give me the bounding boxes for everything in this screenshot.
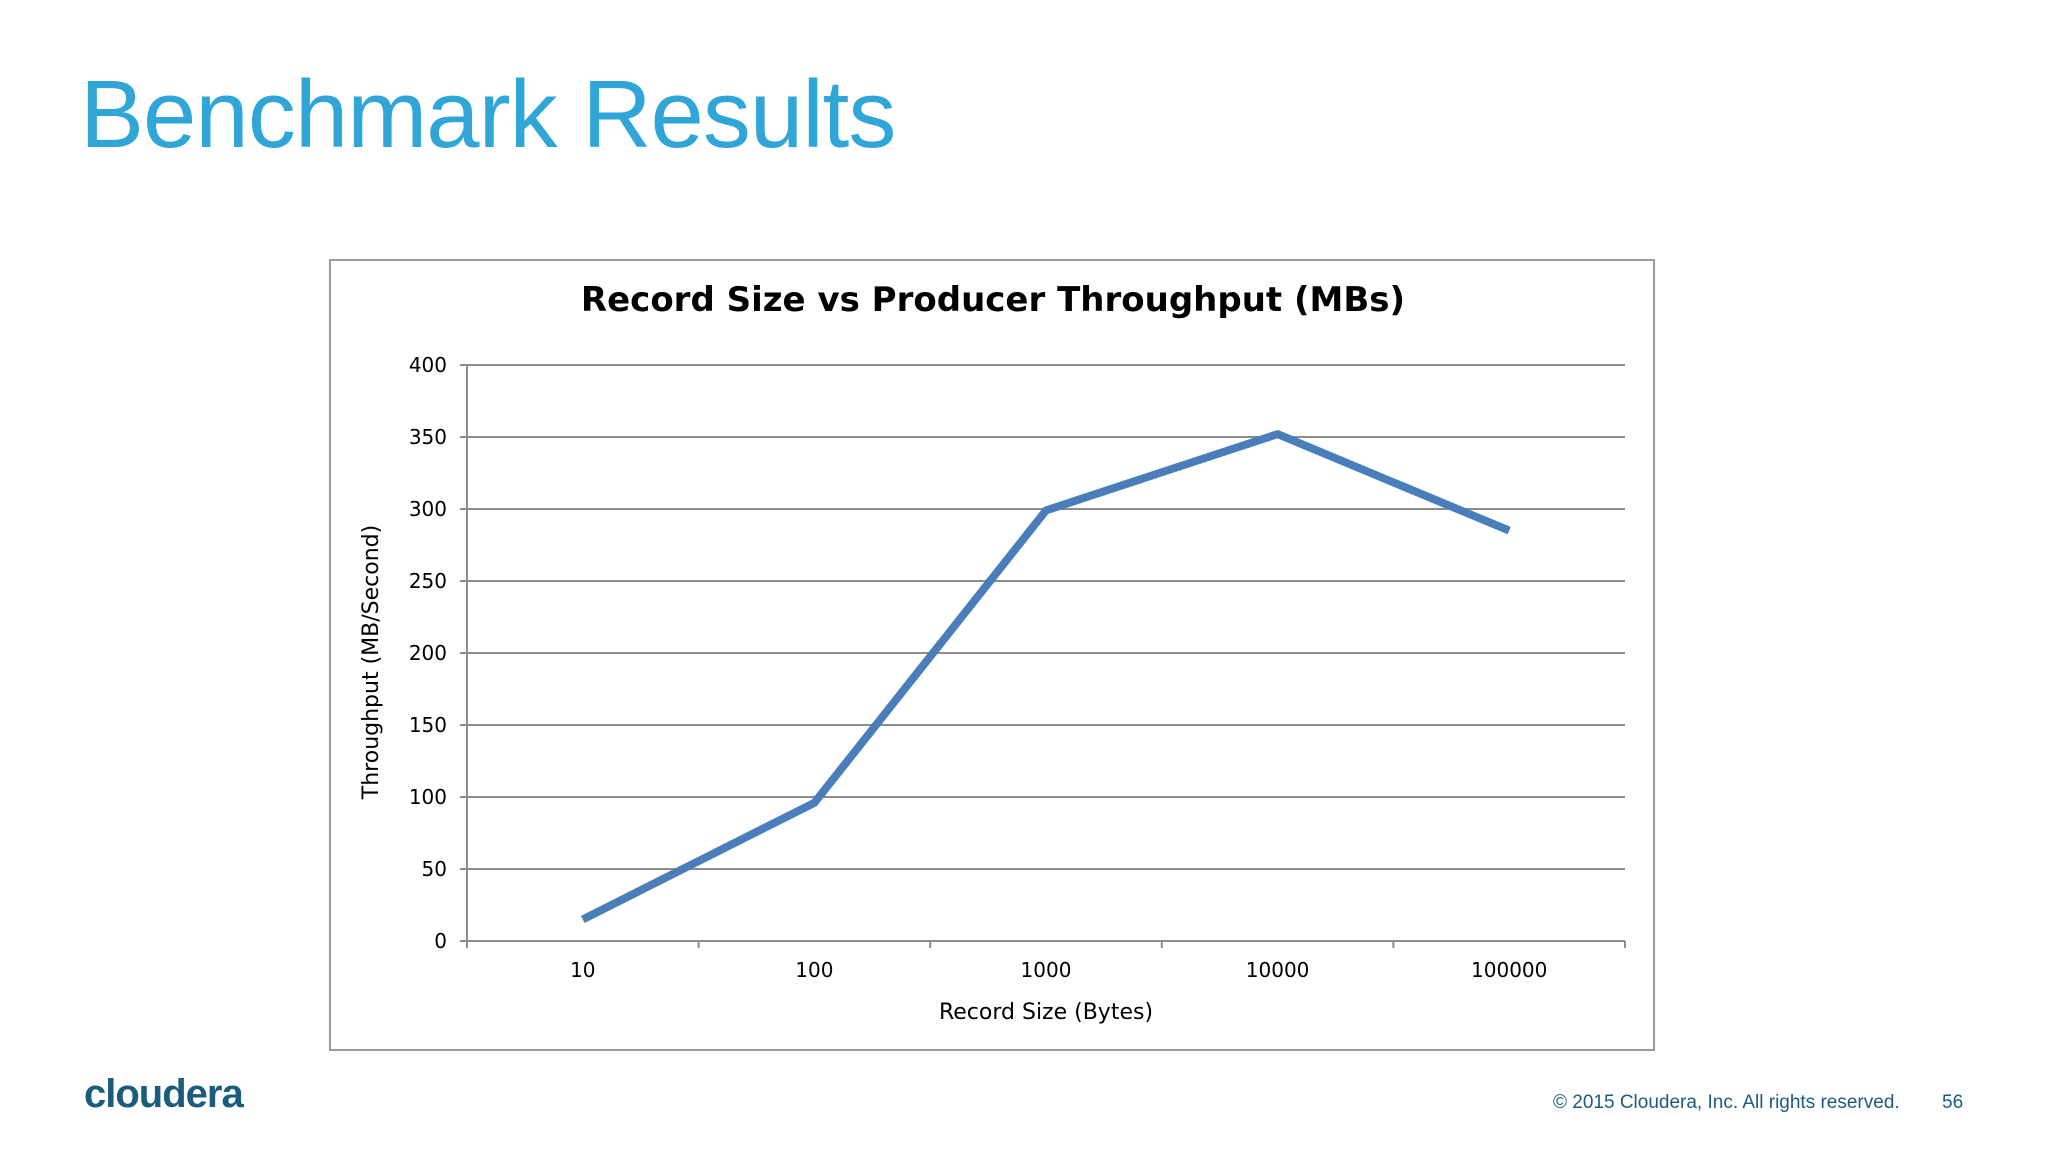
chart-title: Record Size vs Producer Throughput (MBs) <box>581 280 1405 320</box>
copyright-text: © 2015 Cloudera, Inc. All rights reserve… <box>1553 1092 1900 1113</box>
x-tick-label: 1000 <box>1021 958 1072 982</box>
axes <box>460 364 1626 948</box>
slide-title: Benchmark Results <box>80 61 896 168</box>
y-tick-label: 350 <box>409 425 447 449</box>
y-tick-label: 300 <box>409 497 447 521</box>
y-tick-label: 100 <box>409 785 447 809</box>
y-tick-label: 250 <box>409 569 447 593</box>
y-tick-label: 150 <box>409 713 447 737</box>
x-axis-label: Record Size (Bytes) <box>939 1000 1153 1025</box>
y-tick-label: 200 <box>409 641 447 665</box>
series-line <box>581 430 1511 923</box>
series-layer <box>581 430 1511 923</box>
cloudera-logo: cloudera <box>84 1072 244 1116</box>
y-tick-label: 50 <box>422 857 447 881</box>
page-number: 56 <box>1942 1092 1964 1113</box>
x-tick-label: 10000 <box>1246 958 1310 982</box>
x-tick-label: 10 <box>570 958 595 982</box>
y-tick-label: 0 <box>434 929 447 953</box>
y-tick-label: 400 <box>409 353 447 377</box>
x-tick-label: 100 <box>795 958 833 982</box>
y-tick-labels: 0 50 100 150 200 250 300 350 400 <box>409 353 447 953</box>
line-chart: Record Size vs Producer Throughput (MBs)… <box>359 280 1626 1025</box>
x-tick-label: 100000 <box>1471 958 1547 982</box>
gridlines <box>467 364 1625 870</box>
y-axis-label: Throughput (MB/Second) <box>359 525 384 800</box>
chart-frame: Record Size vs Producer Throughput (MBs)… <box>329 259 1655 1051</box>
x-tick-labels: 10 100 1000 10000 100000 <box>570 958 1547 982</box>
